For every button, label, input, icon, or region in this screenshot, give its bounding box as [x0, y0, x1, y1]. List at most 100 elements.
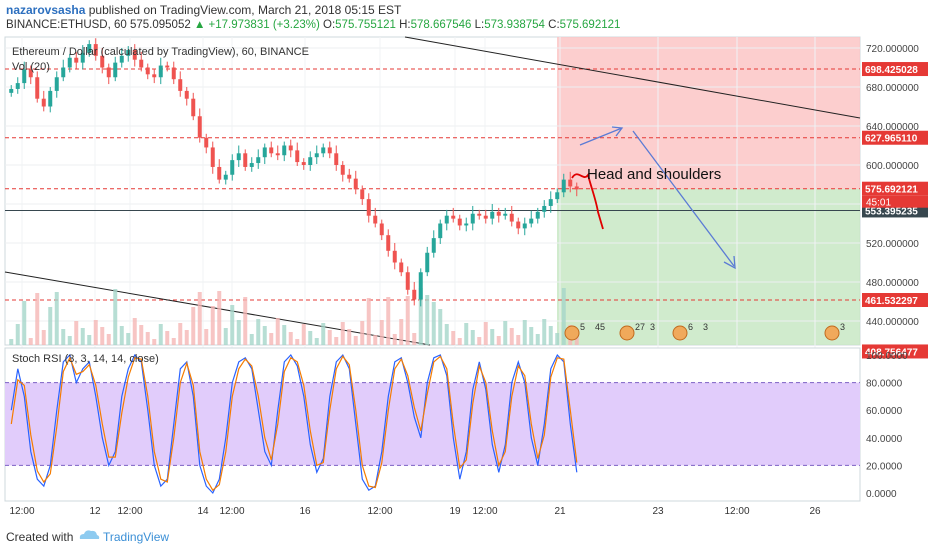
close-label: C: [548, 19, 560, 31]
volume-bar [522, 320, 527, 345]
volume-bar [119, 326, 124, 345]
candle-body [217, 166, 222, 180]
candle-body [139, 59, 144, 68]
volume-bar [80, 328, 85, 345]
volume-bar [106, 334, 111, 345]
candle-body [22, 69, 27, 84]
volume-bar [236, 320, 241, 345]
take-profit-zone[interactable] [557, 189, 860, 345]
candle-body [54, 77, 59, 91]
created-with-text: Created with [6, 530, 74, 544]
author-name[interactable]: nazarovsasha [6, 3, 86, 17]
volume-bar [288, 332, 293, 345]
volume-bar [191, 307, 196, 345]
time-tick-label: 12:00 [724, 506, 749, 517]
volume-bar [28, 338, 33, 345]
stoch-tick-label: 80.0000 [866, 379, 903, 390]
volume-bar [204, 329, 209, 345]
footer: Created with TradingView [0, 522, 932, 550]
volume-bar [67, 336, 72, 345]
candle-body [321, 147, 326, 154]
candle-body [334, 153, 339, 165]
candle-body [561, 179, 566, 193]
candle-body [366, 199, 371, 216]
volume-bar [477, 337, 482, 345]
volume-bar [152, 339, 157, 345]
candle-body [399, 262, 404, 273]
volume-bar [405, 296, 410, 345]
candle-body [152, 74, 157, 78]
candle-body [529, 218, 534, 224]
event-flag-icon [564, 325, 580, 341]
annotation-text[interactable]: Head and shoulders [587, 166, 721, 183]
stoch-series-line [10, 355, 578, 492]
level-label: 408.756477 [865, 347, 918, 358]
volume-bar [178, 323, 183, 345]
published-text: published on TradingView.com, March 21, … [88, 3, 402, 17]
candle-body [412, 289, 417, 300]
candle-body [178, 79, 183, 91]
volume-bar [464, 323, 469, 345]
event-badge-count: 5 [580, 322, 585, 332]
stoch-tick-label: 100.0000 [866, 351, 908, 362]
stoch-title: Stoch RSI (3, 3, 14, 14, close) [12, 353, 159, 365]
candle-body [451, 215, 456, 219]
volume-bar [100, 327, 105, 345]
candle-body [379, 223, 384, 236]
candle-body [126, 49, 131, 56]
candle-body [516, 221, 521, 229]
volume-bar [262, 326, 267, 345]
symbol-ohlc-line: BINANCE:ETHUSD, 60 575.095052 ▲ +17.9738… [6, 19, 620, 31]
close-value: 575.692121 [559, 19, 621, 31]
candle-body [74, 57, 79, 63]
level-label: 553.395235 [865, 206, 918, 217]
high-label: H: [399, 19, 411, 31]
candle-body [223, 174, 228, 180]
candle-body [386, 235, 391, 251]
volume-bar [321, 323, 326, 345]
volume-bar [379, 320, 384, 345]
event-flag-icon [672, 325, 688, 341]
stoch-band [5, 382, 860, 466]
volume-bar [93, 320, 98, 345]
candle-body [418, 272, 423, 300]
candle-body [243, 153, 248, 167]
volume-bar [490, 329, 495, 345]
candle-body [282, 145, 287, 156]
event-flag-icon [619, 325, 635, 341]
volume-bar [418, 288, 423, 345]
pattern-drawing[interactable] [571, 172, 604, 230]
volume-bar [483, 322, 488, 345]
event-badge-count: 6 [688, 322, 693, 332]
open-label: O: [323, 19, 336, 31]
candle-body [41, 98, 46, 107]
candle-body [87, 44, 92, 53]
volume-bar [41, 330, 46, 345]
candle-body [256, 157, 261, 164]
candle-body [477, 213, 482, 216]
symbol-label: BINANCE:ETHUSD, 60 [6, 19, 127, 31]
volume-bar [386, 297, 391, 345]
price-change: +17.973831 (+3.23%) [208, 19, 320, 31]
projection-arrows[interactable] [579, 126, 736, 270]
candle-body [360, 189, 365, 200]
volume-bar [210, 306, 215, 345]
stop-loss-zone[interactable] [557, 37, 860, 189]
event-badge-count: 3 [840, 322, 845, 332]
volume-bar [301, 324, 306, 345]
candle-body [503, 213, 508, 216]
candle-body [132, 49, 137, 60]
chart-canvas[interactable]: Head and shoulders Ethereum / Dollar (ca… [0, 0, 932, 522]
tradingview-brand[interactable]: TradingView [103, 530, 170, 544]
stoch-tick-label: 0.0000 [866, 489, 897, 500]
stoch-tick-label: 20.0000 [866, 461, 903, 472]
level-label: 698.425028 [865, 65, 918, 76]
event-flag-icon [824, 325, 840, 341]
time-tick-label: 12:00 [117, 506, 142, 517]
last-price: 575.095052 [129, 19, 191, 31]
candle-body [548, 199, 553, 206]
event-badge-count: 3 [703, 322, 708, 332]
volume-bar [184, 330, 189, 345]
candle-body [80, 52, 85, 63]
trendline-upper[interactable] [404, 36, 861, 119]
